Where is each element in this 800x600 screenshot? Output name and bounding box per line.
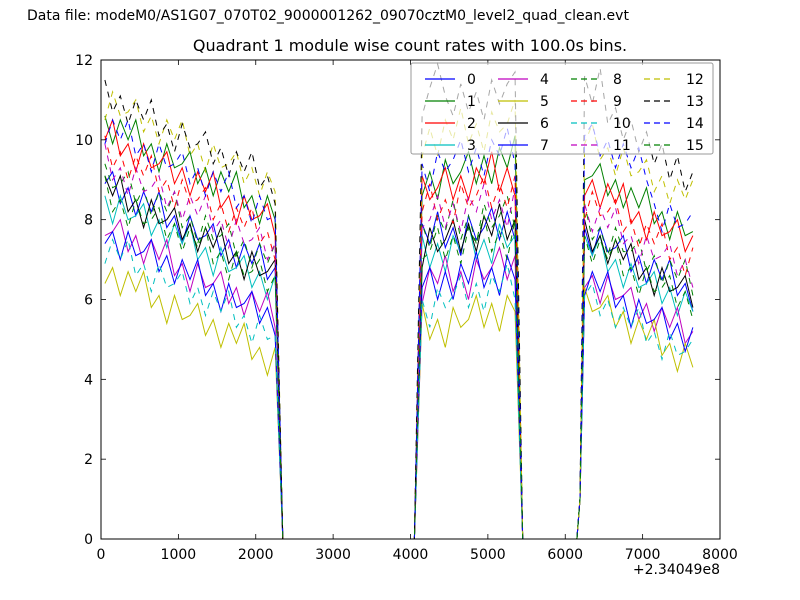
x-tick-label: 8000 [702, 547, 738, 563]
series-line-11 [104, 143, 694, 540]
series-line-2 [104, 118, 694, 540]
x-tick-label: 3000 [315, 547, 351, 563]
series-line-3 [104, 193, 694, 540]
y-tick-label: 0 [84, 532, 93, 548]
legend-entry-label: 3 [467, 138, 476, 154]
legend-entry-label: 9 [613, 94, 622, 110]
legend-entry-label: 14 [686, 116, 704, 132]
y-tick-label: 2 [84, 452, 93, 468]
y-tick-label: 8 [84, 213, 93, 229]
legend-entry-label: 7 [540, 138, 549, 154]
x-tick-label: 5000 [470, 547, 506, 563]
legend-entry-label: 13 [686, 94, 704, 110]
y-tick-label: 10 [75, 133, 93, 149]
series-line-4 [104, 218, 694, 540]
legend-entry-label: 8 [613, 72, 622, 88]
legend-entry-label: 2 [467, 116, 476, 132]
series-line-1 [104, 115, 694, 540]
x-tick-label: 0 [97, 547, 106, 563]
chart-title: Quadrant 1 module wise count rates with … [192, 36, 628, 55]
x-tick-label: 1000 [161, 547, 197, 563]
y-tick-label: 4 [84, 372, 93, 388]
series-line-8 [104, 163, 694, 540]
legend-entry-label: 15 [686, 138, 704, 154]
legend-entry-label: 4 [540, 72, 549, 88]
series-line-15 [104, 175, 694, 540]
legend-frame [410, 62, 714, 155]
y-tick-label: 6 [84, 293, 93, 309]
x-tick-label: 6000 [547, 547, 583, 563]
x-axis-offset-label: +2.34049e8 [632, 562, 720, 578]
legend-entry-label: 11 [613, 138, 631, 154]
legend-entry-label: 6 [540, 116, 549, 132]
series-line-12 [104, 90, 694, 540]
x-tick-label: 4000 [393, 547, 429, 563]
x-tick-label: 2000 [238, 547, 274, 563]
legend-entry-label: 1 [467, 94, 476, 110]
data-file-label: Data file: modeM0/AS1G07_070T02_90000012… [27, 8, 629, 24]
series-line-5 [104, 266, 694, 540]
legend-entry-label: 5 [540, 94, 549, 110]
series-line-7 [104, 229, 694, 540]
legend-entry-label: 10 [613, 116, 631, 132]
y-tick-label: 12 [75, 53, 93, 69]
legend-entry-label: 12 [686, 72, 704, 88]
x-tick-label: 7000 [625, 547, 661, 563]
legend-entry-label: 0 [467, 72, 476, 88]
